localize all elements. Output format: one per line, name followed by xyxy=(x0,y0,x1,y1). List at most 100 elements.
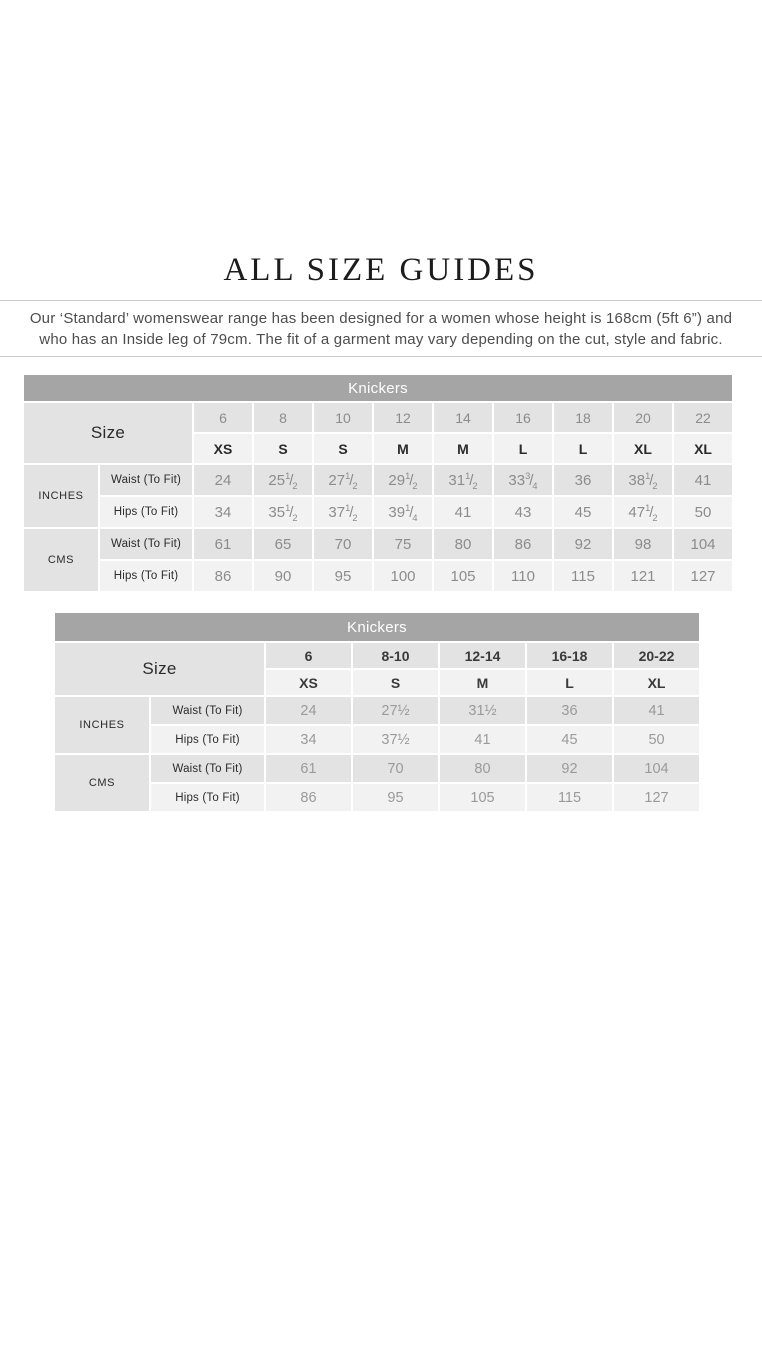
numeric-size-cell: 16 xyxy=(494,403,552,432)
intro-line-2: who has an Inside leg of 79cm. The fit o… xyxy=(39,331,723,348)
value-cell: 24 xyxy=(266,697,351,724)
numeric-size-cell: 20 xyxy=(614,403,672,432)
value-cell: 45 xyxy=(527,726,612,753)
value-cell: 65 xyxy=(254,529,312,559)
letter-size-cell: XS xyxy=(194,434,252,463)
value-cell: 80 xyxy=(440,755,525,782)
numeric-size-cell: 6 xyxy=(194,403,252,432)
size-header: Size xyxy=(24,403,192,463)
value-cell: 75 xyxy=(374,529,432,559)
unit-label: INCHES xyxy=(55,697,149,753)
size-table: Knickers Size 6 8 10 12 14 16 18 20 22 XS S S M M L L XL XL… xyxy=(22,373,735,593)
size-header: Size xyxy=(55,643,264,695)
value-cell: 36 xyxy=(554,465,612,495)
value-cell: 36 xyxy=(527,697,612,724)
measure-label: Waist (To Fit) xyxy=(100,465,192,495)
intro-line-1: Our ‘Standard’ womenswear range has been… xyxy=(29,310,733,327)
value-cell: 104 xyxy=(614,755,700,782)
letter-size-cell: XL xyxy=(674,434,733,463)
value-cell: 24 xyxy=(194,465,252,495)
value-cell: 86 xyxy=(494,529,552,559)
numeric-size-cell: 12 xyxy=(374,403,432,432)
value-cell: 391/4 xyxy=(374,497,432,527)
value-cell: 70 xyxy=(314,529,372,559)
measure-label: Hips (To Fit) xyxy=(100,497,192,527)
value-cell: 251/2 xyxy=(254,465,312,495)
value-cell: 34 xyxy=(266,726,351,753)
measure-label: Waist (To Fit) xyxy=(151,755,264,782)
numeric-size-cell: 10 xyxy=(314,403,372,432)
value-cell: 90 xyxy=(254,561,312,591)
letter-size-cell: M xyxy=(434,434,492,463)
value-cell: 61 xyxy=(194,529,252,559)
letter-size-cell: M xyxy=(374,434,432,463)
value-cell: 31½ xyxy=(440,697,525,724)
unit-label: CMS xyxy=(24,529,98,591)
page-title: ALL SIZE GUIDES xyxy=(223,252,539,288)
value-cell: 50 xyxy=(614,726,700,753)
numeric-size-cell: 6 xyxy=(266,643,351,668)
numeric-size-cell: 16-18 xyxy=(527,643,612,668)
divider-bottom xyxy=(0,356,762,357)
value-cell: 115 xyxy=(554,561,612,591)
value-cell: 50 xyxy=(674,497,733,527)
value-cell: 333/4 xyxy=(494,465,552,495)
value-cell: 471/2 xyxy=(614,497,672,527)
value-cell: 61 xyxy=(266,755,351,782)
letter-size-cell: M xyxy=(440,670,525,695)
value-cell: 381/2 xyxy=(614,465,672,495)
numeric-size-cell: 8-10 xyxy=(353,643,438,668)
divider-top xyxy=(0,300,762,301)
letter-size-cell: L xyxy=(554,434,612,463)
value-cell: 34 xyxy=(194,497,252,527)
letter-size-cell: L xyxy=(494,434,552,463)
value-cell: 41 xyxy=(434,497,492,527)
numeric-size-cell: 12-14 xyxy=(440,643,525,668)
value-cell: 95 xyxy=(314,561,372,591)
value-cell: 121 xyxy=(614,561,672,591)
value-cell: 127 xyxy=(614,784,700,811)
table-title: Knickers xyxy=(24,375,733,401)
size-table-knickers-detailed: Knickers Size 6 8 10 12 14 16 18 20 22 XS S S M M L L XL XL… xyxy=(22,373,735,593)
value-cell: 100 xyxy=(374,561,432,591)
measure-label: Hips (To Fit) xyxy=(100,561,192,591)
value-cell: 43 xyxy=(494,497,552,527)
value-cell: 41 xyxy=(614,697,700,724)
value-cell: 92 xyxy=(527,755,612,782)
letter-size-cell: S xyxy=(254,434,312,463)
measure-label: Waist (To Fit) xyxy=(100,529,192,559)
value-cell: 80 xyxy=(434,529,492,559)
size-table-knickers-grouped: Knickers Size 6 8-10 12-14 16-18 20-22 XS S M L XL I… xyxy=(53,611,702,813)
letter-size-cell: S xyxy=(353,670,438,695)
numeric-size-cell: 20-22 xyxy=(614,643,700,668)
value-cell: 37½ xyxy=(353,726,438,753)
value-cell: 271/2 xyxy=(314,465,372,495)
intro-text: Our ‘Standard’ womenswear range has been… xyxy=(0,308,762,350)
value-cell: 104 xyxy=(674,529,733,559)
table-title: Knickers xyxy=(55,613,700,641)
unit-label: INCHES xyxy=(24,465,98,527)
value-cell: 351/2 xyxy=(254,497,312,527)
size-table: Knickers Size 6 8-10 12-14 16-18 20-22 XS S M L XL I… xyxy=(53,611,702,813)
value-cell: 92 xyxy=(554,529,612,559)
value-cell: 311/2 xyxy=(434,465,492,495)
value-cell: 371/2 xyxy=(314,497,372,527)
value-cell: 110 xyxy=(494,561,552,591)
value-cell: 45 xyxy=(554,497,612,527)
value-cell: 86 xyxy=(266,784,351,811)
value-cell: 105 xyxy=(440,784,525,811)
measure-label: Waist (To Fit) xyxy=(151,697,264,724)
measure-label: Hips (To Fit) xyxy=(151,784,264,811)
letter-size-cell: S xyxy=(314,434,372,463)
unit-label: CMS xyxy=(55,755,149,811)
value-cell: 98 xyxy=(614,529,672,559)
numeric-size-cell: 22 xyxy=(674,403,733,432)
value-cell: 70 xyxy=(353,755,438,782)
value-cell: 105 xyxy=(434,561,492,591)
numeric-size-cell: 8 xyxy=(254,403,312,432)
numeric-size-cell: 18 xyxy=(554,403,612,432)
value-cell: 41 xyxy=(440,726,525,753)
value-cell: 291/2 xyxy=(374,465,432,495)
value-cell: 115 xyxy=(527,784,612,811)
measure-label: Hips (To Fit) xyxy=(151,726,264,753)
